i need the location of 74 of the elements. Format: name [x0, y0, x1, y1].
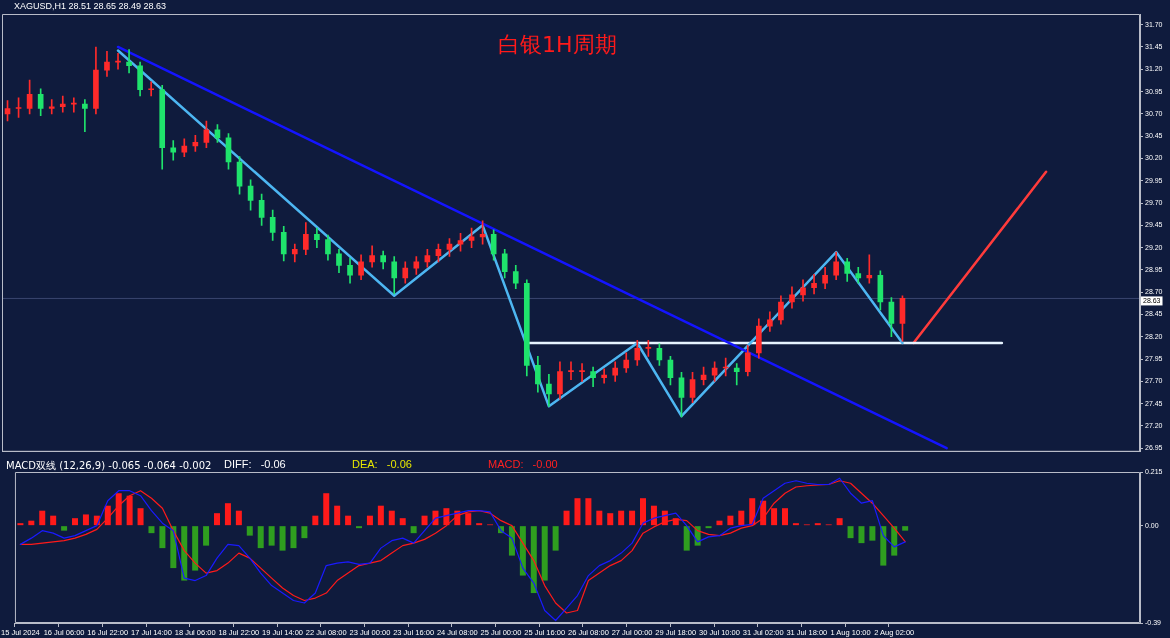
bar [203, 526, 210, 546]
bar [902, 526, 909, 531]
candlestick [148, 81, 154, 97]
bar [858, 526, 865, 544]
bar [640, 498, 647, 526]
bar [683, 526, 690, 551]
bar [356, 526, 363, 529]
bar [782, 508, 789, 526]
candlestick [126, 49, 132, 74]
candlestick [48, 99, 55, 115]
text: MACD: -0.00 [488, 458, 558, 470]
bar [869, 526, 876, 541]
bar [541, 526, 548, 581]
bar [82, 514, 89, 526]
bar [421, 515, 428, 526]
bar [279, 526, 286, 551]
bar [323, 493, 330, 526]
bar [257, 526, 264, 549]
bar [596, 510, 603, 526]
bar [552, 526, 559, 551]
bar [126, 495, 133, 526]
bar [530, 526, 537, 594]
bar [159, 526, 166, 549]
bar [880, 526, 887, 566]
bar [650, 505, 657, 526]
bar [345, 515, 352, 526]
bar [235, 510, 242, 526]
bar [771, 508, 778, 526]
candlestick [568, 361, 574, 380]
bar [268, 526, 275, 546]
bar [39, 510, 46, 526]
bar [301, 526, 308, 539]
bar [214, 513, 221, 526]
bar [334, 505, 341, 526]
text: 白银1H周期 [498, 31, 617, 59]
bar [115, 493, 122, 526]
candlestick [82, 99, 88, 133]
bar [399, 518, 406, 526]
bar [705, 526, 712, 529]
bar [366, 515, 373, 526]
bar [738, 510, 745, 526]
candlestick [733, 363, 740, 386]
bar [574, 498, 581, 526]
bar [629, 510, 636, 526]
text: DEA: -0.06 [352, 458, 412, 470]
candlestick [866, 254, 873, 284]
bar [727, 515, 734, 526]
bar [607, 513, 614, 526]
bar [224, 503, 231, 526]
text: DIFF: -0.06 [224, 458, 286, 470]
bar [61, 526, 68, 531]
chart-subtitle: XAGUSD,H1 28.51 28.65 28.49 28.63 [14, 1, 167, 11]
bar [246, 526, 253, 536]
bar [563, 510, 570, 526]
bar [312, 515, 319, 526]
bar [72, 518, 79, 526]
candlestick [59, 95, 66, 113]
bar [410, 526, 417, 534]
chart-title: MACD双线 (12,26,9) -0.065 -0.064 -0.002 [6, 459, 212, 473]
bar [618, 510, 625, 526]
bar [836, 518, 843, 526]
bar [290, 526, 297, 549]
bar [749, 498, 756, 526]
bar [377, 505, 384, 526]
bar [465, 513, 472, 526]
bar [137, 508, 144, 526]
bar [192, 526, 199, 571]
bar [388, 510, 395, 526]
candlestick [579, 363, 585, 382]
bar [585, 498, 592, 526]
bar [847, 526, 854, 539]
bar [148, 526, 155, 534]
bar [50, 515, 57, 526]
bar [181, 526, 188, 581]
